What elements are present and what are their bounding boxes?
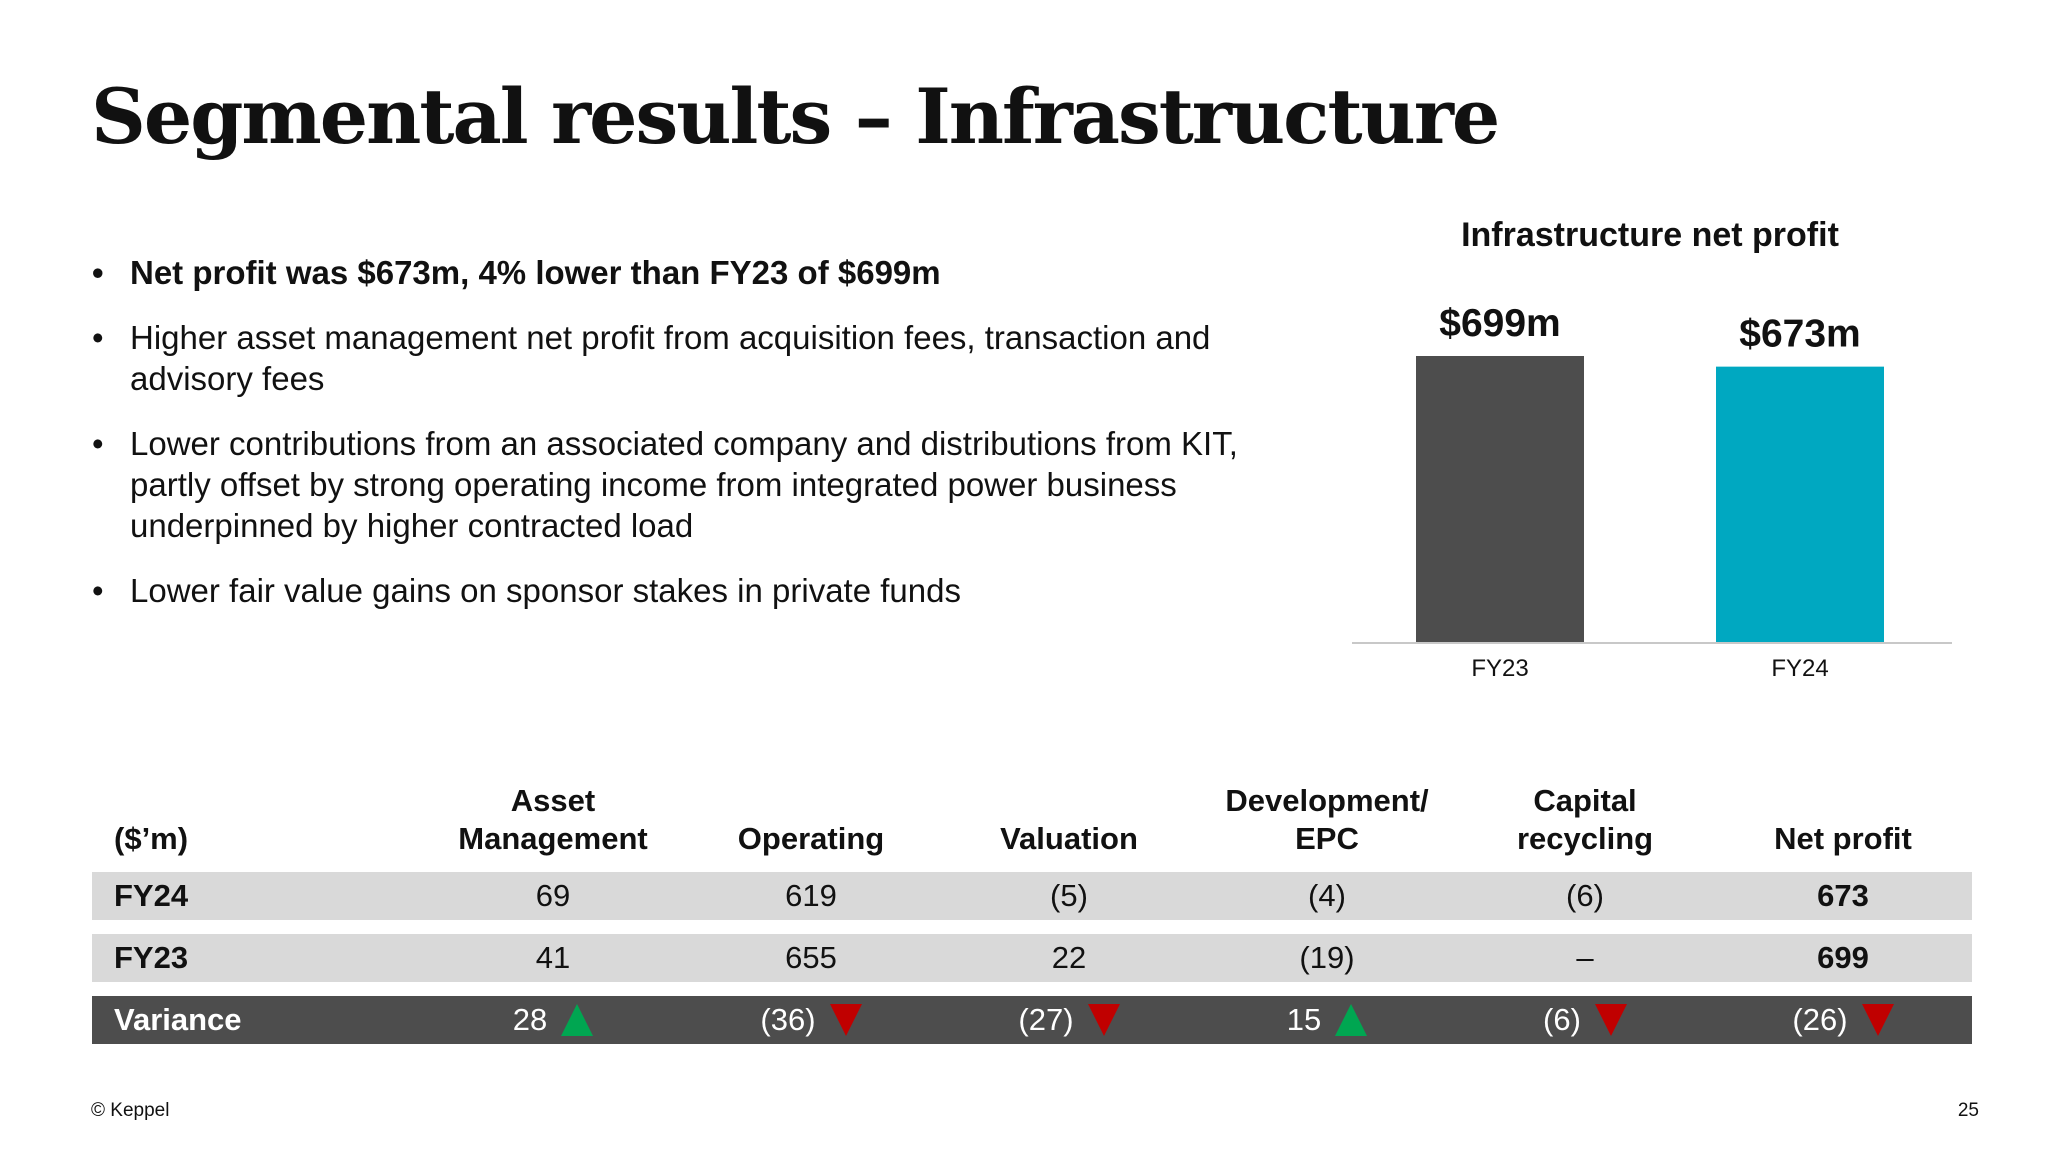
table-cell: 69: [424, 872, 682, 920]
net-profit-bar-chart: $699m FY23 $673m FY24: [1352, 302, 1952, 682]
table-cell: (4): [1198, 872, 1456, 920]
triangle-down-icon: [1861, 1003, 1894, 1036]
x-tick-label: FY24: [1771, 655, 1828, 682]
net-profit-header: Net profit: [1774, 821, 1912, 856]
table-row-variance: Variance 28 (36) (27) 15 (6) (26): [92, 996, 1972, 1044]
row-label: Variance: [92, 996, 424, 1044]
variance-cell: 28: [424, 996, 682, 1044]
bullet-item: • Net profit was $673m, 4% lower than FY…: [90, 252, 1250, 293]
triangle-down-icon: [1594, 1003, 1627, 1036]
variance-cell: (36): [682, 996, 940, 1044]
table-cell-net-profit: 699: [1714, 934, 1972, 982]
table-row-fy24: FY24 69 619 (5) (4) (6) 673: [92, 872, 1972, 920]
copyright: © Keppel: [91, 1100, 170, 1121]
table-cell: (6): [1456, 872, 1714, 920]
table-cell: 655: [682, 934, 940, 982]
table-cell-net-profit: 673: [1714, 872, 1972, 920]
variance-cell: (27): [940, 996, 1198, 1044]
bullet-dot-icon: •: [92, 572, 104, 609]
bullet-text: Lower contributions from an associated c…: [130, 425, 1238, 544]
bullet-text: Net profit was $673m, 4% lower than FY23…: [130, 254, 941, 291]
table-cell: (19): [1198, 934, 1456, 982]
bar-fy24: [1716, 366, 1884, 642]
bullet-dot-icon: •: [92, 319, 104, 356]
bullet-item: • Higher asset management net profit fro…: [90, 317, 1250, 399]
bullet-dot-icon: •: [92, 254, 104, 291]
table-row-fy23: FY23 41 655 22 (19) – 699: [92, 934, 1972, 982]
bullet-item: • Lower contributions from an associated…: [90, 423, 1250, 546]
triangle-down-icon: [1087, 1003, 1120, 1036]
operating-header: Operating: [737, 821, 885, 856]
row-label: FY24: [92, 872, 424, 920]
table-header-row: ($’m) Asset Management Operating Valuatio…: [92, 778, 1972, 858]
bar-value-label: $699m: [1439, 302, 1560, 345]
chart-title: Infrastructure net profit: [1461, 216, 1839, 254]
triangle-down-icon: [829, 1003, 862, 1036]
unit-header: ($’m): [114, 821, 189, 856]
bar-value-label: $673m: [1739, 313, 1860, 356]
table-cell: –: [1456, 934, 1714, 982]
variance-cell: 15: [1198, 996, 1456, 1044]
row-label: FY23: [92, 934, 424, 982]
segment-results-table: ($’m) Asset Management Operating Valuatio…: [92, 764, 1972, 1058]
bullet-text: Higher asset management net profit from …: [130, 319, 1211, 397]
development-epc-header: Development/EPC: [1225, 783, 1429, 856]
slide-title: Segmental results – Infrastructure: [91, 72, 1500, 161]
table-cell: 41: [424, 934, 682, 982]
valuation-header: Valuation: [1000, 821, 1138, 856]
table-cell: (5): [940, 872, 1198, 920]
asset-management-header: Asset Management: [458, 783, 648, 856]
capital-recycling-header: Capital recycling: [1516, 783, 1654, 856]
bar-fy23: [1416, 356, 1584, 642]
triangle-up-icon: [561, 1003, 594, 1036]
bullet-text: Lower fair value gains on sponsor stakes…: [130, 572, 961, 609]
bullet-list: • Net profit was $673m, 4% lower than FY…: [90, 252, 1250, 635]
table-cell: 22: [940, 934, 1198, 982]
page-number: 25: [1957, 1100, 1979, 1121]
triangle-up-icon: [1335, 1003, 1368, 1036]
variance-cell: (26): [1714, 996, 1972, 1044]
table-cell: 619: [682, 872, 940, 920]
bullet-item: • Lower fair value gains on sponsor stak…: [90, 570, 1250, 611]
x-tick-label: FY23: [1471, 655, 1528, 682]
variance-cell: (6): [1456, 996, 1714, 1044]
bullet-dot-icon: •: [92, 425, 104, 462]
